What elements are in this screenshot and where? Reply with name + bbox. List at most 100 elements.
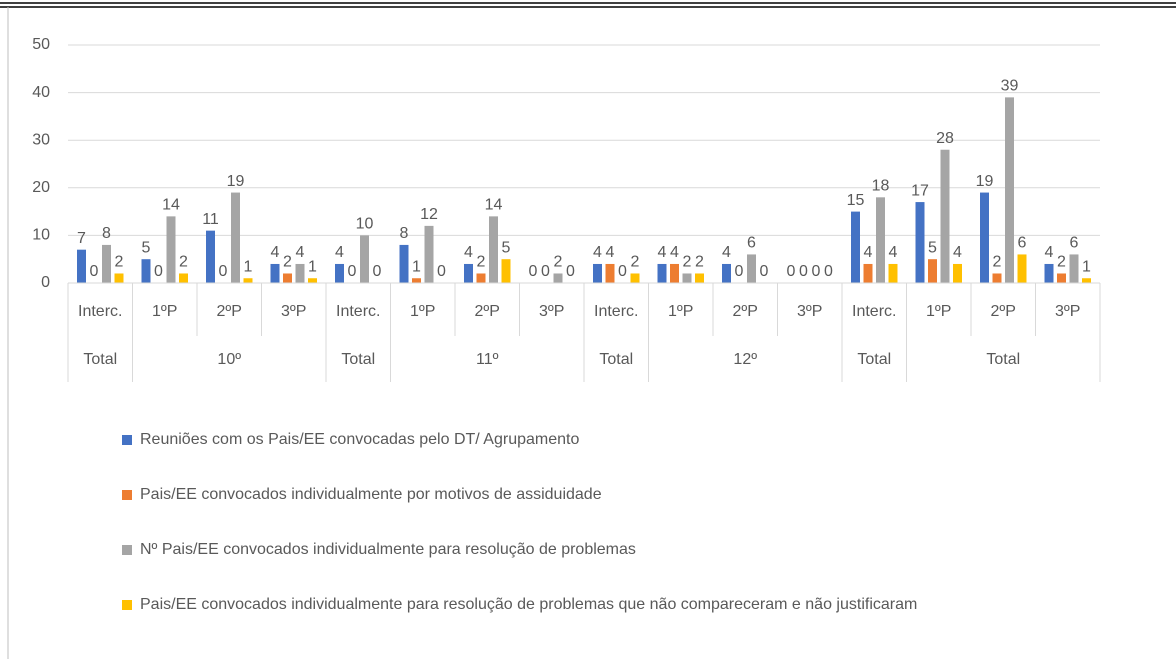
data-label: 4: [593, 244, 602, 261]
data-label: 0: [348, 263, 357, 280]
bar: [722, 263, 731, 283]
bar: [1017, 254, 1027, 283]
data-label: 2: [115, 254, 124, 271]
data-label: 1: [244, 258, 253, 275]
data-label: 0: [154, 263, 163, 280]
bar: [928, 259, 937, 283]
x-tick-label: Interc.: [336, 303, 380, 320]
data-label: 15: [847, 192, 865, 209]
bar: [1005, 97, 1014, 283]
bar: [295, 263, 305, 283]
data-label: 4: [1045, 244, 1054, 261]
data-label: 6: [747, 235, 756, 252]
data-label: 0: [618, 263, 627, 280]
legend-swatch: [122, 600, 132, 610]
x-tick-label: Interc.: [594, 303, 638, 320]
data-label: 5: [502, 239, 511, 256]
bar: [1082, 278, 1091, 283]
x-tick-label: 2ºP: [217, 303, 242, 320]
legend: Reuniões com os Pais/EE convocadas pelo …: [122, 428, 1002, 648]
legend-item: Pais/EE convocados individualmente para …: [122, 593, 1002, 617]
bar: [670, 263, 679, 283]
data-label: 8: [400, 225, 409, 242]
data-label: 5: [142, 239, 151, 256]
group-label: Total: [599, 351, 633, 368]
bar: [876, 197, 885, 283]
data-label: 2: [993, 254, 1002, 271]
data-label: 10: [356, 216, 374, 233]
bar: [102, 244, 111, 283]
bar: [980, 192, 989, 283]
bar: [206, 230, 215, 283]
bar: [915, 202, 925, 283]
data-label: 4: [606, 244, 615, 261]
data-label: 6: [1018, 235, 1027, 252]
x-tick-label: 3ºP: [1055, 303, 1080, 320]
data-label: 2: [554, 254, 563, 271]
bar: [657, 263, 667, 283]
data-label: 0: [787, 263, 796, 280]
data-label: 0: [219, 263, 228, 280]
bar: [992, 273, 1002, 283]
data-label: 4: [889, 244, 898, 261]
data-label: 12: [420, 206, 438, 223]
data-label: 14: [162, 197, 180, 214]
data-label: 14: [485, 197, 503, 214]
data-label: 39: [1001, 78, 1019, 95]
bar: [630, 273, 640, 283]
bar: [308, 278, 317, 283]
x-tick-label: 1ºP: [410, 303, 435, 320]
data-label: 6: [1070, 235, 1079, 252]
group-label: Total: [341, 351, 375, 368]
bar: [179, 273, 188, 283]
bar: [888, 263, 898, 283]
bar: [166, 216, 176, 283]
data-label: 5: [928, 239, 937, 256]
data-label: 0: [812, 263, 821, 280]
data-label: 0: [541, 263, 550, 280]
data-label: 19: [227, 173, 245, 190]
x-tick-label: Interc.: [852, 303, 896, 320]
bar: [682, 273, 692, 283]
data-label: 2: [631, 254, 640, 271]
group-label: 10º: [217, 351, 241, 368]
legend-item: Pais/EE convocados individualmente por m…: [122, 483, 1002, 507]
data-label: 4: [722, 244, 731, 261]
data-label: 17: [911, 182, 929, 199]
legend-item: Nº Pais/EE convocados individualmente pa…: [122, 538, 1002, 562]
y-tick-label: 50: [32, 36, 50, 53]
bar: [231, 192, 240, 283]
bar: [863, 263, 873, 283]
data-label: 0: [799, 263, 808, 280]
x-tick-label: 3ºP: [539, 303, 564, 320]
group-label: 11º: [476, 351, 499, 368]
group-label: Total: [83, 351, 117, 368]
group-label: 12º: [733, 351, 757, 368]
bar: [953, 263, 962, 283]
x-tick-label: 3ºP: [281, 303, 306, 320]
data-label: 7: [77, 230, 86, 247]
bar: [1069, 254, 1079, 283]
x-tick-label: 2ºP: [475, 303, 500, 320]
bar: [412, 278, 421, 283]
y-tick-label: 30: [32, 131, 50, 148]
x-tick-label: 1ºP: [668, 303, 693, 320]
bar: [695, 273, 704, 283]
bar: [283, 273, 292, 283]
bar: [940, 149, 950, 283]
data-label: 1: [308, 258, 317, 275]
group-label: Total: [986, 351, 1020, 368]
bar: [141, 259, 151, 283]
bar: [553, 273, 563, 283]
bar: [605, 263, 615, 283]
data-label: 1: [1082, 258, 1091, 275]
x-tick-label: 3ºP: [797, 303, 822, 320]
legend-label: Reuniões com os Pais/EE convocadas pelo …: [140, 431, 580, 448]
data-label: 4: [296, 244, 305, 261]
bar: [77, 249, 86, 283]
legend-label: Pais/EE convocados individualmente por m…: [140, 486, 602, 503]
data-label: 0: [437, 263, 446, 280]
bar: [399, 244, 409, 283]
y-tick-label: 0: [41, 274, 50, 291]
data-label: 1: [412, 258, 421, 275]
